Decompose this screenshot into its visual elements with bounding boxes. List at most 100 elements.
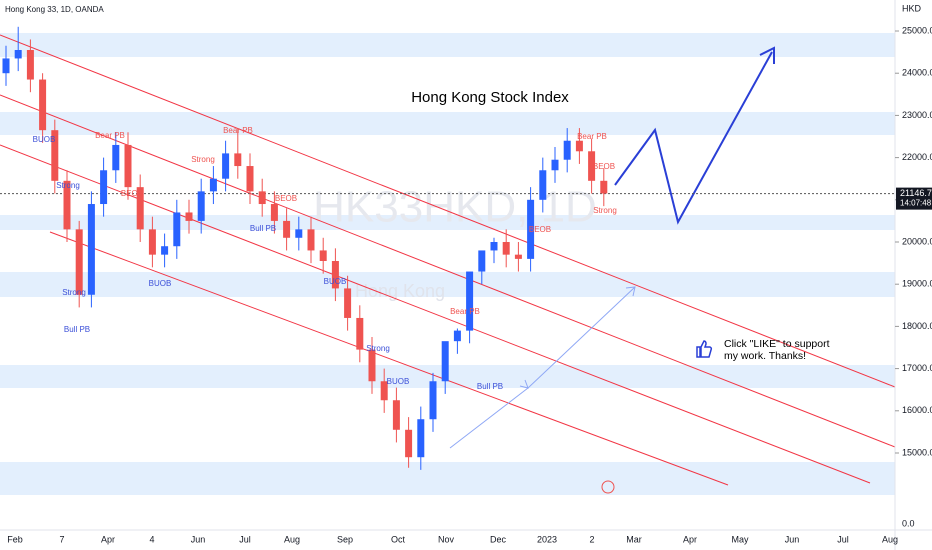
- signal-label: BEOB: [529, 225, 551, 234]
- time-scale: Feb 7 Apr 4 Jun Jul Aug Sep Oct Nov Dec 2023 2 Mar Apr…: [7, 534, 898, 544]
- candle-body: [514, 254, 522, 259]
- signal-label: BUOB: [324, 277, 347, 286]
- candle-body: [551, 159, 559, 171]
- candle-body: [490, 242, 498, 251]
- candle-body: [2, 58, 10, 74]
- x-tick-label: Sep: [337, 534, 353, 544]
- signal-label: Strong: [593, 206, 617, 215]
- x-tick-label: Feb: [7, 534, 23, 544]
- signal-label: BEOB: [121, 189, 143, 198]
- candle-body: [63, 180, 71, 230]
- x-tick-label: Aug: [882, 534, 898, 544]
- candle-body: [258, 191, 266, 205]
- signal-label: BUOB: [33, 135, 56, 144]
- candle-body: [87, 204, 95, 295]
- x-tick-label: 4: [149, 534, 154, 544]
- last-price-box: [896, 187, 932, 210]
- candle-body: [331, 260, 339, 289]
- y-tick-label: 16000.0: [902, 405, 932, 415]
- channel-line: [0, 94, 896, 448]
- candle-body: [270, 204, 278, 221]
- candle-body: [600, 180, 608, 194]
- candle-body: [588, 151, 596, 181]
- y-tick-label: 24000.0: [902, 68, 932, 78]
- chart-title: Hong Kong Stock Index: [411, 89, 569, 106]
- arrow-head: [519, 379, 529, 389]
- event-icon: [601, 480, 615, 494]
- channel-line: [49, 231, 729, 486]
- x-tick-label: 2: [589, 534, 594, 544]
- candle-body: [124, 144, 132, 188]
- candle-body: [453, 330, 461, 342]
- candle-body: [502, 242, 510, 255]
- candle-body: [307, 229, 315, 251]
- zone: [0, 112, 895, 135]
- x-tick-label: Apr: [683, 534, 697, 544]
- candle-body: [14, 50, 22, 59]
- y-tick-label: 20000.0: [902, 236, 932, 246]
- x-tick-label: Jul: [837, 534, 849, 544]
- candle-body: [26, 50, 34, 80]
- zone: [0, 33, 895, 57]
- like-note: Click "LIKE" to support my work. Thanks!: [696, 338, 830, 362]
- candle-body: [478, 250, 486, 272]
- countdown: 14:07:48: [900, 199, 932, 208]
- signal-label: Strong: [56, 181, 80, 190]
- signal-label: Strong: [366, 344, 390, 353]
- watermark-sub: Hong Kong: [355, 281, 445, 301]
- guide-arrow: [449, 286, 636, 449]
- candle-body: [441, 341, 449, 382]
- x-tick-label: Oct: [391, 534, 406, 544]
- x-tick-label: Dec: [490, 534, 507, 544]
- candle-body: [563, 140, 571, 160]
- x-tick-label: Aug: [284, 534, 300, 544]
- x-tick-label: Jun: [785, 534, 800, 544]
- x-tick-label: 7: [59, 534, 64, 544]
- candle-body: [100, 170, 108, 205]
- x-tick-label: Jul: [239, 534, 251, 544]
- y-tick-label: 22000.0: [902, 152, 932, 162]
- candle-body: [380, 381, 388, 401]
- candle-body: [234, 153, 242, 167]
- y-tick-label: 18000.0: [902, 321, 932, 331]
- candle-body: [356, 317, 364, 350]
- y-tick-label: 25000.0: [902, 25, 932, 35]
- x-tick-label: May: [731, 534, 749, 544]
- channel-line: [0, 34, 896, 388]
- projection: [614, 46, 775, 225]
- candle-body: [392, 400, 400, 430]
- candle-body: [283, 220, 291, 238]
- signal-label: Strong: [191, 155, 215, 164]
- thumb-icon: [696, 340, 713, 358]
- header: Hong Kong 33, 1D, OANDA: [5, 5, 104, 14]
- x-tick-label: Apr: [101, 534, 115, 544]
- signal-label: Strong: [62, 288, 86, 297]
- like-text: Click "LIKE" to support my work. Thanks!: [724, 338, 830, 362]
- candle-body: [246, 166, 254, 192]
- candle-body: [295, 229, 303, 238]
- zone: [0, 272, 895, 297]
- candle-body: [527, 199, 535, 259]
- signal-label: BUOB: [387, 377, 410, 386]
- last-price: 21146.7: [900, 188, 932, 198]
- candle-body: [161, 246, 169, 255]
- candle-body: [209, 178, 217, 192]
- signal-label: BEOB: [275, 194, 297, 203]
- signal-label: BEOB: [593, 162, 615, 171]
- candle-body: [39, 79, 47, 131]
- x-tick-label: 2023: [537, 534, 557, 544]
- zone: [0, 462, 895, 495]
- like-box: Click "LIKE" to support my work. Thanks!: [724, 338, 830, 362]
- y-tick-label: 19000.0: [902, 279, 932, 289]
- candles: [2, 26, 608, 470]
- candle-body: [429, 381, 437, 420]
- candle-body: [405, 429, 413, 458]
- candle-body: [368, 349, 376, 382]
- candle-body: [575, 140, 583, 152]
- x-tick-label: Jun: [191, 534, 206, 544]
- y-tick-label: 23000.0: [902, 110, 932, 120]
- signal-label: Bull PB: [477, 382, 503, 391]
- candle-body: [344, 288, 352, 318]
- candle-body: [185, 212, 193, 221]
- candle-body: [148, 229, 156, 255]
